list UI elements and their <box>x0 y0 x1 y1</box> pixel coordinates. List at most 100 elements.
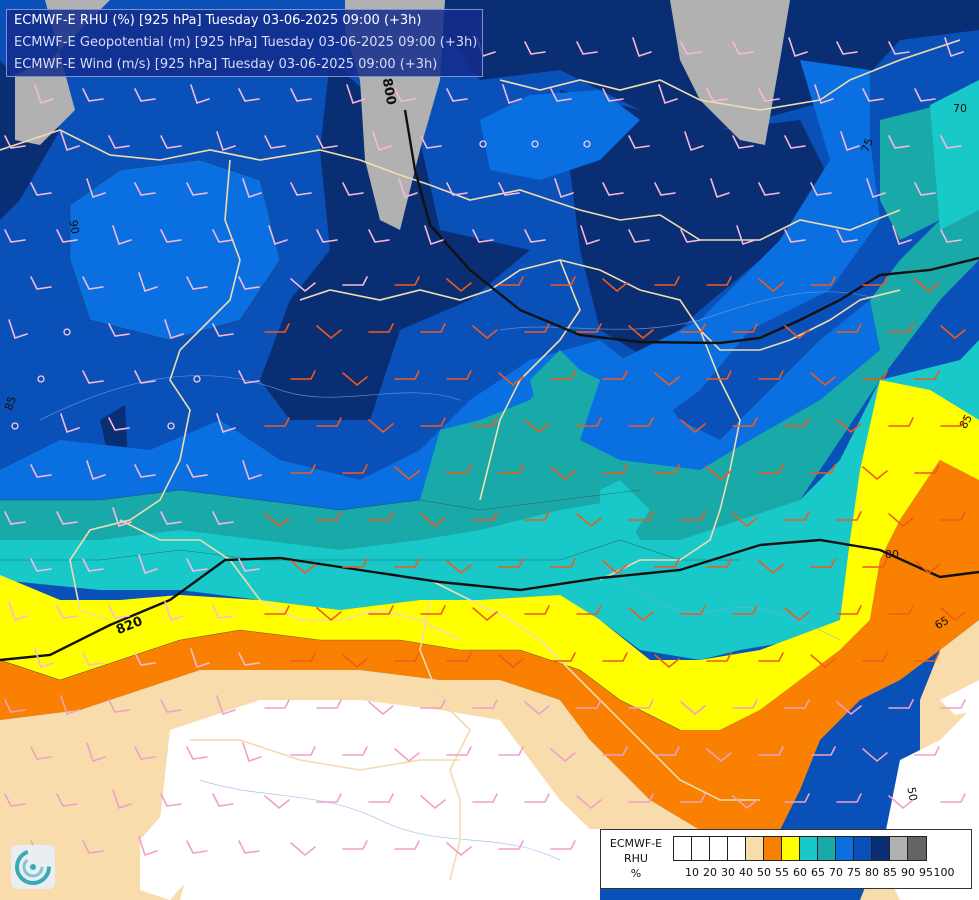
wind-barb-icon <box>784 417 810 427</box>
wind-barb-icon <box>342 276 368 286</box>
wind-barb-icon <box>628 793 654 803</box>
wind-barb-icon <box>940 511 966 521</box>
wind-barb-icon <box>186 276 208 290</box>
wind-barb-icon <box>342 840 368 850</box>
wind-barb-icon <box>788 37 808 58</box>
wind-barb-icon <box>602 370 628 380</box>
wind-barb-icon <box>30 182 52 196</box>
wind-barb-icon <box>680 41 702 55</box>
wind-barb-icon <box>86 460 106 481</box>
wind-barb-icon <box>164 601 184 622</box>
wind-barb-icon <box>940 793 966 803</box>
wind-barb-icon <box>86 178 106 199</box>
rhu-fill-70 <box>0 200 979 560</box>
wind-barb-icon <box>82 558 104 572</box>
wind-barb-icon <box>290 278 316 293</box>
wind-barb-icon <box>420 323 446 333</box>
wind-barb-icon <box>472 699 498 709</box>
wind-barb-icon <box>524 605 550 615</box>
legend-tick-label: 75 <box>847 866 861 879</box>
wind-barb-icon <box>628 135 650 149</box>
wind-barb-icon <box>394 652 420 662</box>
wind-barb-icon <box>628 417 654 427</box>
calm-wind-icon <box>583 140 591 148</box>
legend-tick-label: 70 <box>829 866 843 879</box>
wind-barb-icon <box>628 325 654 340</box>
wind-barb-icon <box>888 699 914 709</box>
wind-barb-icon <box>34 648 54 669</box>
wind-barb-icon <box>212 323 234 337</box>
wind-barb-icon <box>498 840 524 850</box>
wind-barb-icon <box>914 182 936 196</box>
wind-barb-icon <box>4 135 26 149</box>
wind-barb-icon <box>706 88 728 102</box>
wind-barb-icon <box>576 417 602 427</box>
wind-barb-icon <box>502 84 522 105</box>
calm-wind-icon <box>193 375 201 383</box>
wind-barb-icon <box>732 41 754 55</box>
title-wind: ECMWF-E Wind (m/s) [925 hPa] Tuesday 03-… <box>14 57 438 72</box>
wind-barbs <box>4 37 966 857</box>
wind-barb-icon <box>316 325 342 340</box>
wind-barb-icon <box>8 319 28 340</box>
wind-barb-icon <box>316 135 338 149</box>
wind-barb-icon <box>836 511 862 521</box>
wind-barb-icon <box>372 131 392 152</box>
wind-barb-icon <box>710 178 730 199</box>
wind-barb-icon <box>654 182 676 196</box>
wind-barb-icon <box>628 511 654 521</box>
wind-barb-icon <box>290 88 312 102</box>
wind-barb-icon <box>862 748 888 763</box>
wind-barb-icon <box>446 746 472 756</box>
wind-barb-icon <box>784 511 810 521</box>
wind-barb-icon <box>238 370 260 384</box>
wind-barb-icon <box>706 370 732 380</box>
wind-barb-icon <box>888 323 914 333</box>
rhu-fill-85-center <box>260 60 530 420</box>
wind-barb-icon <box>758 370 784 380</box>
wind-barb-icon <box>550 88 572 102</box>
legend-title: ECMWF-E RHU % <box>607 836 665 881</box>
rhu-fill-75-north <box>480 90 640 180</box>
wind-barb-icon <box>316 229 338 243</box>
wind-barb-icon <box>784 607 810 622</box>
rhu-label-75: 75 <box>859 137 876 155</box>
wind-barb-icon <box>810 746 836 756</box>
wind-barb-icon <box>732 513 758 528</box>
wind-barb-icon <box>134 182 156 196</box>
wind-barb-icon <box>446 464 472 474</box>
wind-barb-icon <box>316 793 342 803</box>
wind-barb-icon <box>160 793 182 807</box>
legend-tick-label: 55 <box>775 866 789 879</box>
wind-barb-icon <box>576 795 602 810</box>
wind-barb-icon <box>940 417 966 427</box>
wind-barb-icon <box>342 182 364 196</box>
wind-barb-icon <box>398 178 418 199</box>
rhu-label-90-a: 90 <box>66 219 81 235</box>
wind-barb-icon <box>498 182 520 196</box>
wind-barb-icon <box>394 748 420 763</box>
calm-wind-icon <box>63 328 71 336</box>
wind-barb-icon <box>264 417 290 427</box>
rhu-contour-lines <box>0 159 740 731</box>
orography-mask-ne <box>670 0 790 145</box>
rhu-fill-75-west <box>70 160 280 340</box>
wind-barb-icon <box>784 793 810 803</box>
wind-barb-icon <box>112 225 132 246</box>
wind-barb-icon <box>736 225 756 246</box>
wind-barb-icon <box>940 607 966 622</box>
geopotential-contours <box>0 109 979 662</box>
wind-barb-icon <box>732 605 758 615</box>
wind-barb-icon <box>758 464 784 474</box>
legend-swatch <box>908 837 926 860</box>
wind-barb-icon <box>394 840 420 850</box>
legend-swatch <box>728 837 746 860</box>
legend-swatch <box>782 837 800 860</box>
legend-ticks: 10 20 30 40 50 55 60 65 70 75 80 85 90 95 100 <box>673 866 973 880</box>
title-box: ECMWF-E RHU (%) [925 hPa] Tuesday 03-06-… <box>6 9 483 77</box>
legend-tick-label: 60 <box>793 866 807 879</box>
wind-barb-icon <box>732 795 758 810</box>
wind-barb-icon <box>134 88 156 102</box>
wind-barb-icon <box>112 507 132 528</box>
wind-barb-icon <box>60 695 80 716</box>
